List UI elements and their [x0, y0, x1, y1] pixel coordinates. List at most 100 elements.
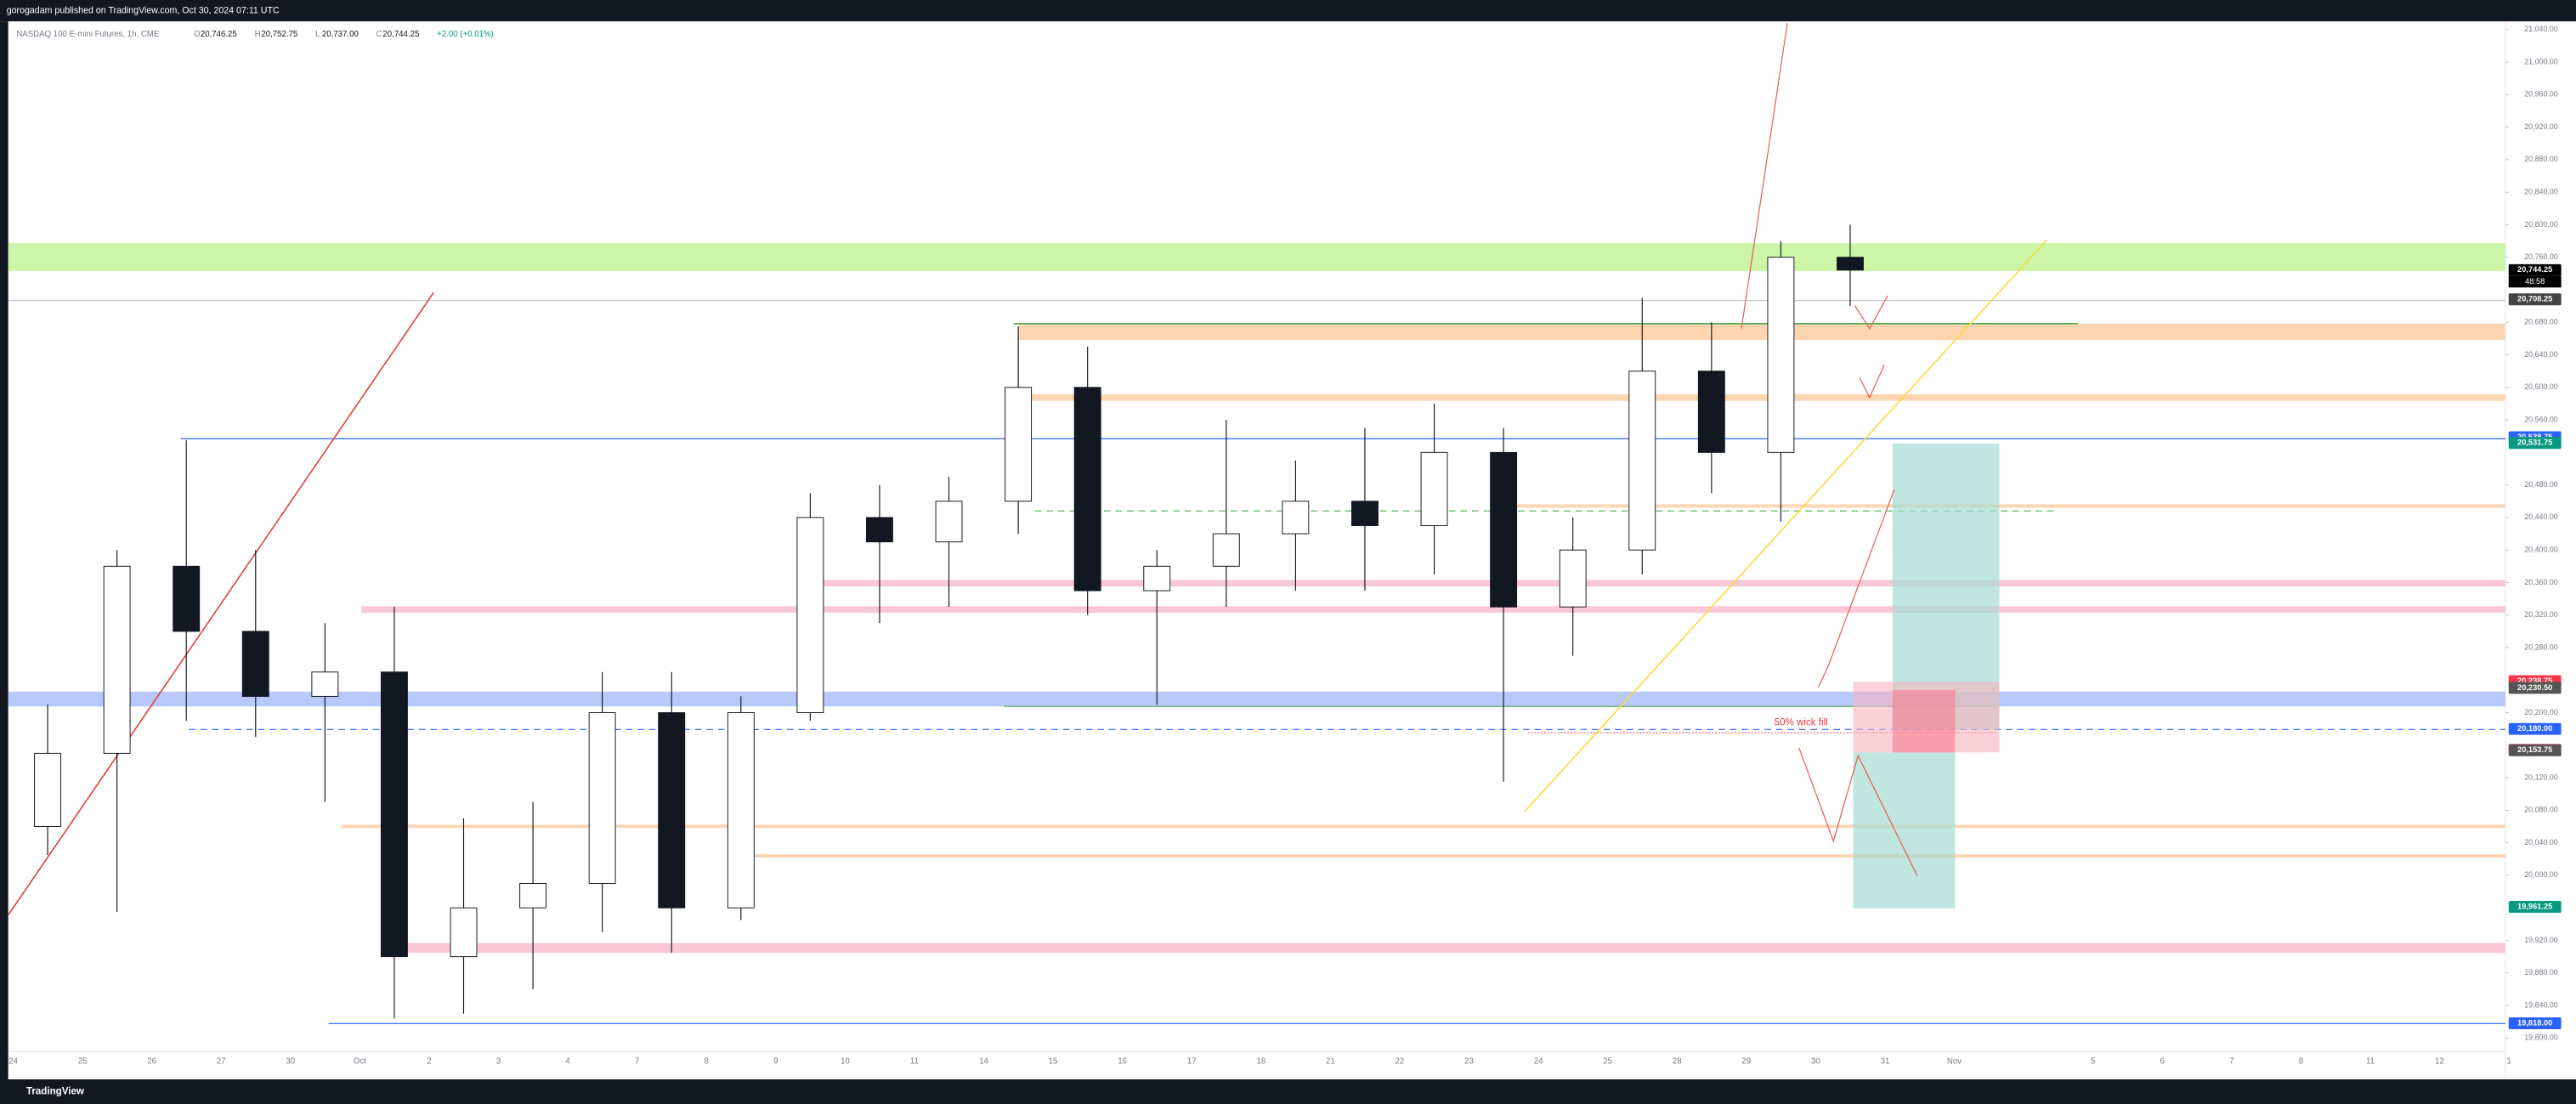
y-tick-label: 20,400.00 [2524, 546, 2558, 554]
x-tick-label: 30 [1811, 1056, 1820, 1066]
x-tick-label: 25 [78, 1056, 88, 1066]
y-tick-label: 20,800.00 [2524, 220, 2558, 229]
candle-body [1282, 501, 1310, 535]
x-tick-label: Nov [1947, 1056, 1962, 1066]
zone [361, 606, 2505, 614]
price-badge-label: 20,153.75 [2517, 745, 2552, 754]
candle-body [588, 712, 616, 884]
annotation: 50% wick fill [1775, 718, 1828, 728]
zone [1018, 393, 2505, 401]
trend-line [1741, 22, 1788, 329]
candle-body [1143, 565, 1171, 592]
y-tick-label: 20,440.00 [2524, 512, 2558, 521]
candle-body [1628, 371, 1656, 551]
candle-body [1073, 387, 1101, 592]
price-badge [2508, 1017, 2562, 1030]
x-tick-label: 8 [705, 1056, 709, 1066]
y-tick-label: 20,040.00 [2524, 838, 2558, 846]
candle-body [519, 883, 547, 909]
timer-badge [2508, 275, 2562, 288]
x-tick-label: 25 [1603, 1056, 1612, 1066]
candle-body [727, 712, 755, 909]
x-tick-label: 2 [427, 1056, 431, 1066]
y-tick-label: 20,200.00 [2524, 708, 2558, 716]
candle-body [1559, 549, 1587, 608]
x-tick-label: 9 [773, 1056, 778, 1066]
candle-body [1351, 501, 1379, 526]
y-tick-label: 20,080.00 [2524, 806, 2558, 814]
left-border [0, 21, 8, 1080]
projection-arrow [1854, 295, 1888, 330]
price-badge-label: 20,531.75 [2517, 439, 2552, 447]
candle-body [34, 752, 62, 827]
x-tick-label: 23 [1464, 1056, 1474, 1066]
y-tick-label: 20,920.00 [2524, 122, 2558, 131]
price-badge-label: 20,744.25 [2517, 265, 2552, 274]
trend-line [8, 292, 434, 916]
y-tick-label: 19,880.00 [2524, 968, 2558, 977]
price-badge [2508, 901, 2562, 913]
zone [342, 824, 2505, 829]
price-badge-label: 19,818.00 [2517, 1019, 2552, 1028]
y-tick-label: 20,760.00 [2524, 252, 2558, 261]
candle-body [1697, 371, 1725, 453]
x-tick-label: 21 [1326, 1056, 1335, 1066]
price-badge-label: 19,961.25 [2517, 902, 2552, 910]
y-tick-label: 19,800.00 [2524, 1033, 2558, 1042]
candle-body [173, 565, 201, 632]
projection-arrow [1859, 364, 1885, 399]
zone [739, 854, 2505, 858]
legend-value: 20,752.75 [261, 30, 297, 39]
x-tick-label: 4 [565, 1056, 570, 1066]
supply-zone [8, 243, 2505, 271]
candle-body [865, 517, 893, 543]
y-tick-label: 20,880.00 [2524, 155, 2558, 163]
y-tick-label: 20,960.00 [2524, 90, 2558, 99]
candle-body [1212, 533, 1240, 567]
zone [1511, 504, 2505, 508]
x-tick-label: 29 [1741, 1056, 1751, 1066]
y-tick-label: 19,840.00 [2524, 1000, 2558, 1009]
candle-body [1420, 451, 1448, 526]
x-tick-label: 26 [147, 1056, 156, 1066]
x-tick-label: 6 [2160, 1056, 2165, 1066]
x-tick-label: 28 [1673, 1056, 1682, 1066]
x-tick-label: 30 [286, 1056, 295, 1066]
legend-value: 20,737.00 [322, 30, 359, 39]
x-tick-label: 22 [1396, 1056, 1405, 1066]
y-tick-label: 20,600.00 [2524, 382, 2558, 391]
target-box [1853, 752, 1956, 909]
x-tick-label: 24 [8, 1056, 18, 1066]
price-badge-label: 20,180.00 [2517, 724, 2552, 733]
legend-key: C [376, 30, 382, 39]
candle-body [380, 671, 408, 958]
y-tick-label: 20,360.00 [2524, 578, 2558, 586]
candle-body [935, 501, 963, 543]
y-tick-label: 19,920.00 [2524, 936, 2558, 944]
y-tick-label: 20,840.00 [2524, 188, 2558, 196]
price-badge [2508, 263, 2562, 276]
timer-label: 48:58 [2525, 277, 2545, 286]
y-tick-label: 20,480.00 [2524, 480, 2558, 489]
projection-arrow [1818, 489, 1895, 688]
x-tick-label: 15 [1049, 1056, 1058, 1066]
price-badge-label: 20,238.75 [2517, 677, 2552, 685]
price-badge [2508, 682, 2562, 694]
zone [393, 943, 2505, 954]
y-tick-label: 21,040.00 [2524, 25, 2558, 33]
symbol: NASDAQ 100 E-mini Futures, 1h, CME [16, 30, 160, 39]
x-tick-label: 10 [841, 1056, 850, 1066]
price-badge-label: 20,708.25 [2517, 295, 2552, 303]
y-tick-label: 20,560.00 [2524, 415, 2558, 423]
legend-key: O [194, 30, 201, 39]
candle-body [103, 565, 131, 754]
x-tick-label: 17 [1187, 1056, 1197, 1066]
y-tick-label: 20,680.00 [2524, 318, 2558, 326]
candle-body [241, 631, 269, 697]
drawings [8, 22, 2505, 1024]
x-tick-label: 31 [1881, 1056, 1890, 1066]
price-badge [2508, 437, 2562, 450]
